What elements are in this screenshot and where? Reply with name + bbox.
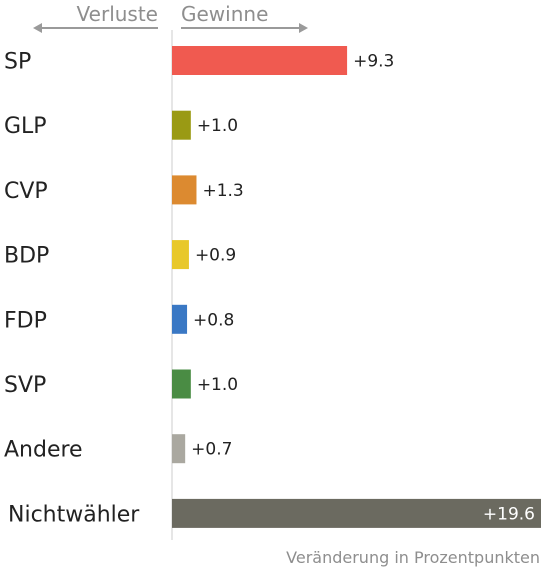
direction-label-losses: Verluste [77, 2, 158, 26]
value-label-fdp: +0.8 [193, 310, 234, 330]
x-axis-note: Veränderung in Prozentpunkten [286, 548, 540, 567]
value-label-svp: +1.0 [197, 375, 238, 395]
bars-group: SP +9.3 GLP +1.0 CVP +1.3 BDP +0.9 FDP +0.8 SVP +1.… [4, 46, 541, 528]
category-label-cvp: CVP [4, 179, 48, 204]
direction-label-gains: Gewinne [181, 2, 268, 26]
bar-fdp [172, 304, 188, 334]
category-label-svp: SVP [4, 373, 46, 398]
bar-glp [172, 110, 191, 140]
category-label-glp: GLP [4, 114, 47, 139]
value-label-bdp: +0.9 [195, 246, 236, 266]
category-label-andere: Andere [4, 438, 83, 463]
value-label-nichtwaehler: +19.6 [483, 504, 535, 524]
category-label-fdp: FDP [4, 308, 47, 333]
losses-arrow-head [33, 23, 42, 33]
gains-arrow-head [299, 23, 308, 33]
category-label-sp: SP [4, 50, 31, 75]
category-label-nichtwaehler: Nichtwähler [8, 502, 140, 527]
bar-sp [172, 46, 348, 75]
value-label-glp: +1.0 [197, 116, 238, 136]
bar-andere [172, 434, 186, 464]
bar-nichtwaehler [172, 498, 541, 528]
bar-svp [172, 369, 191, 399]
bar-bdp [172, 240, 189, 270]
value-label-andere: +0.7 [191, 440, 232, 460]
value-label-cvp: +1.3 [202, 181, 243, 201]
value-label-sp: +9.3 [353, 52, 394, 72]
category-label-bdp: BDP [4, 244, 49, 269]
bar-cvp [172, 175, 197, 205]
